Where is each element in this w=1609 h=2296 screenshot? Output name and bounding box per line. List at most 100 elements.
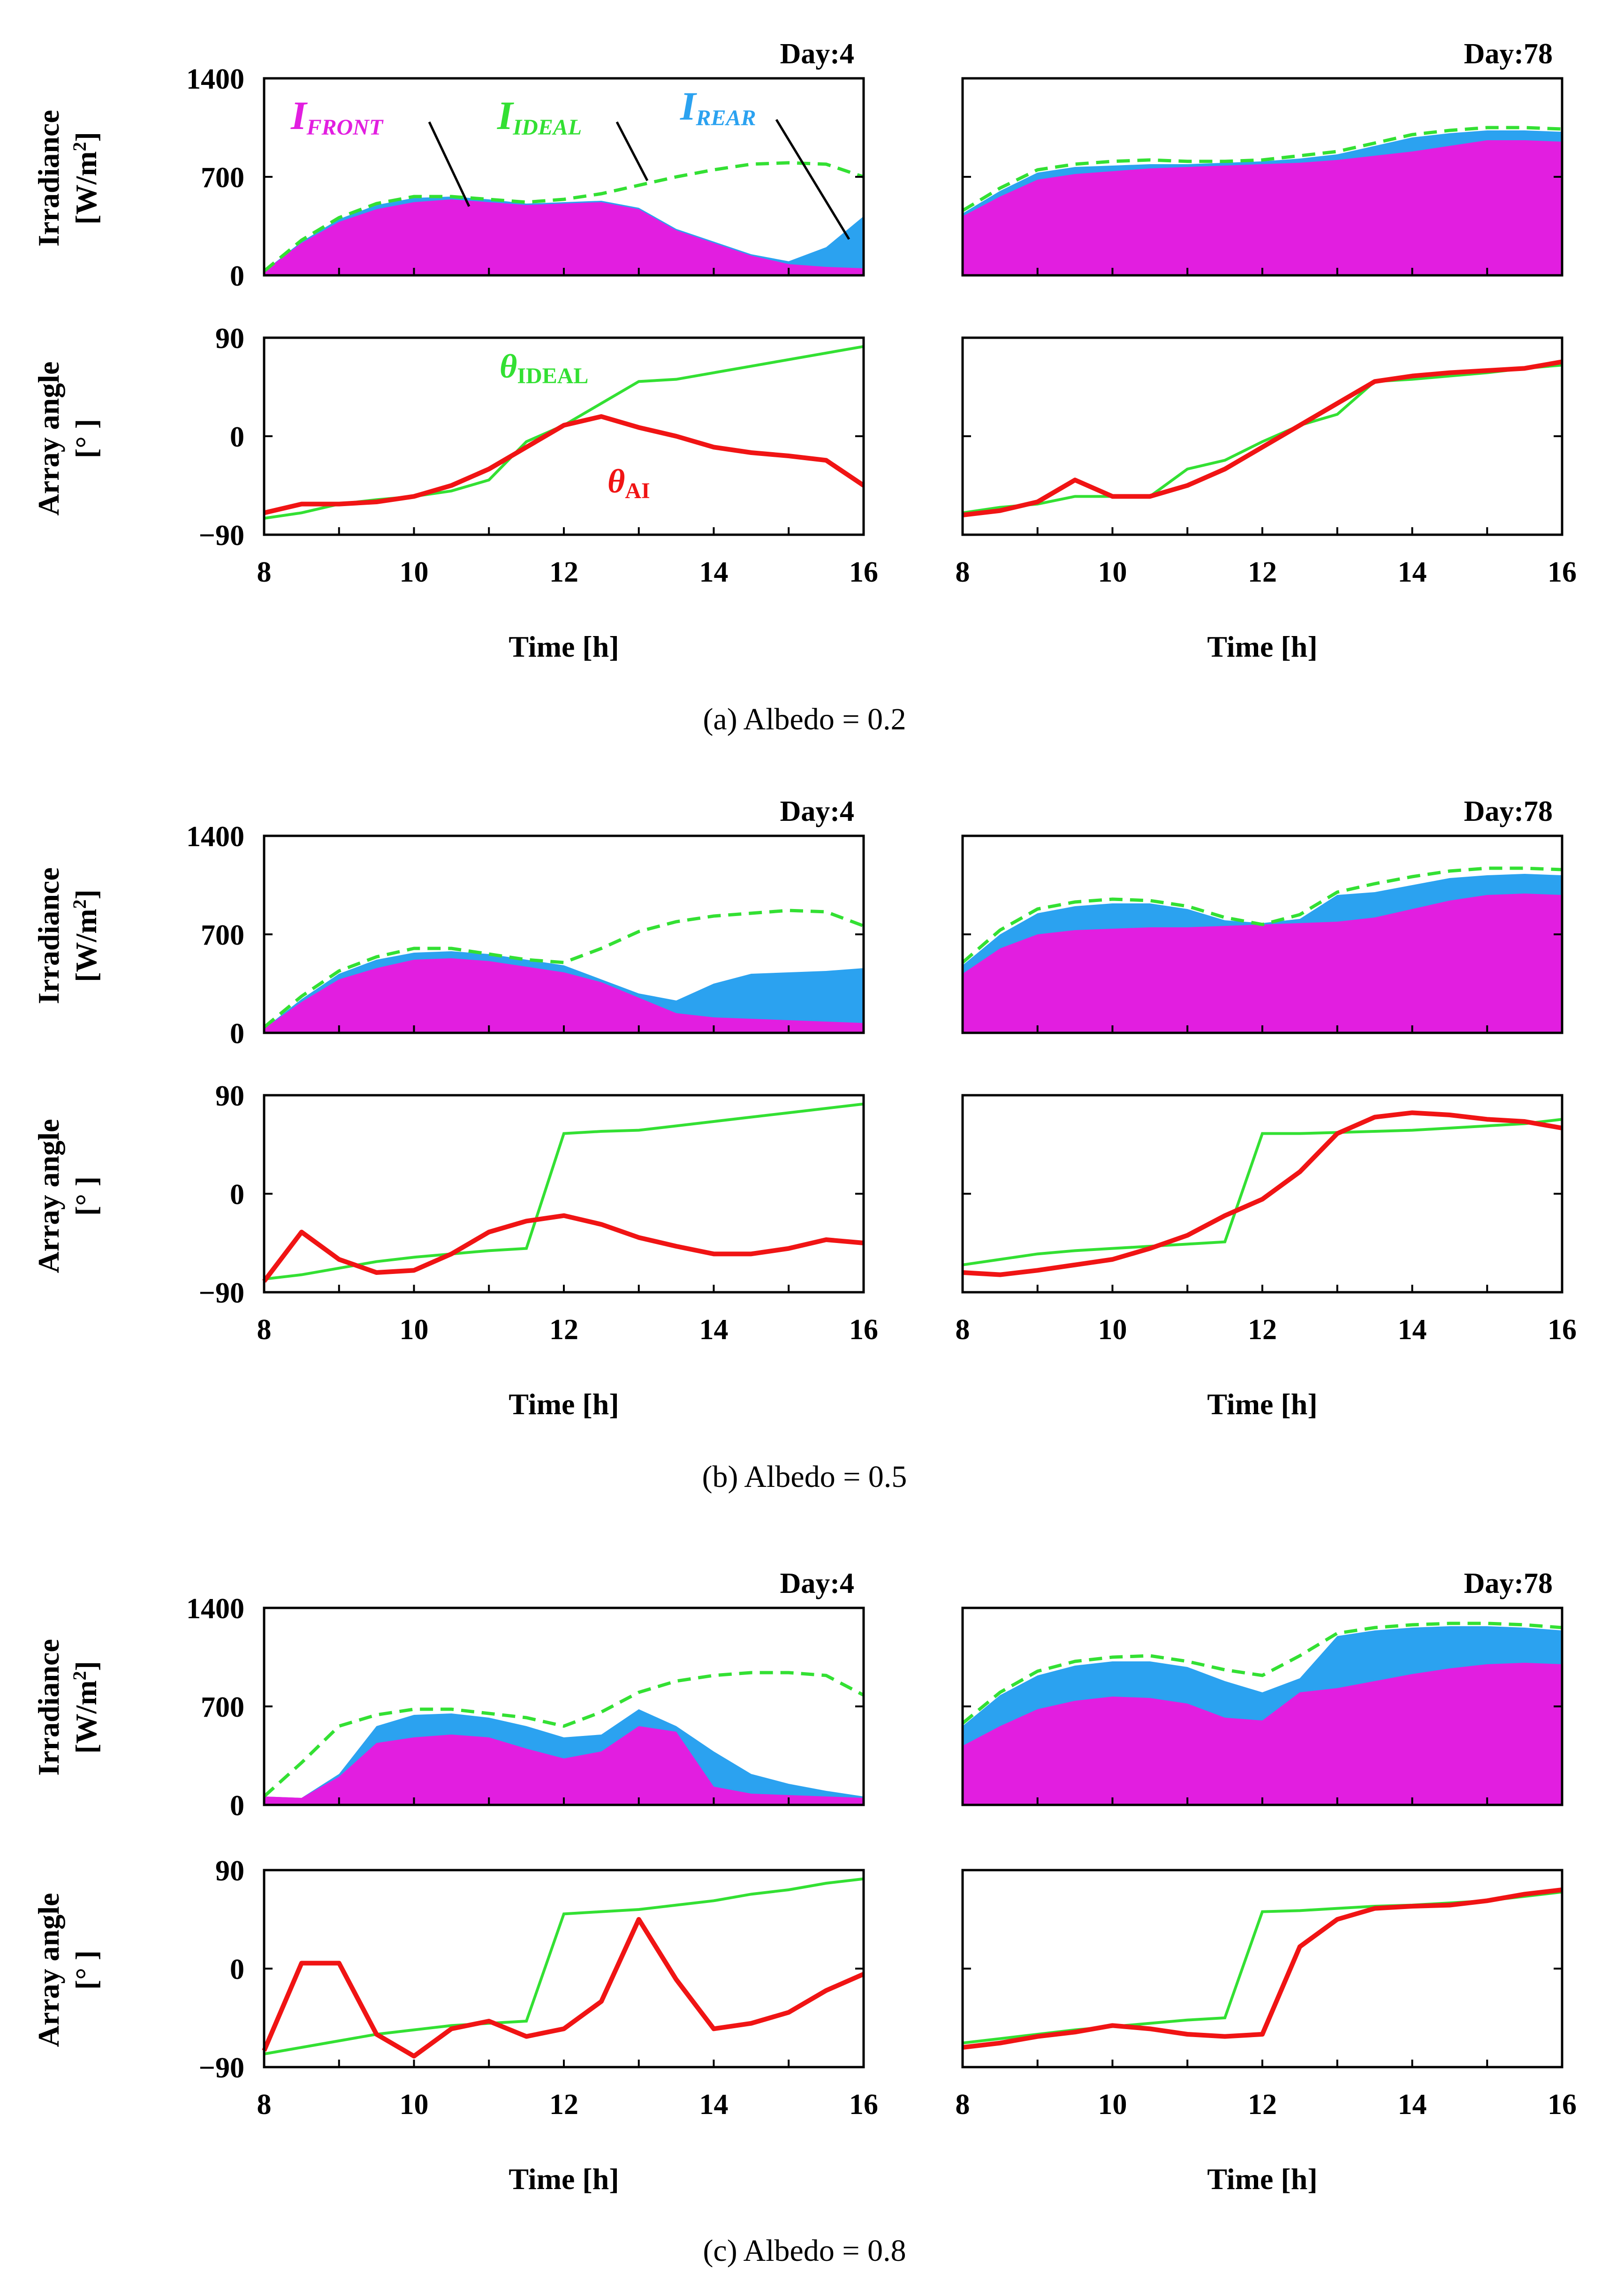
irradiance-ylabel-c-2: [W/m2] [69,1661,103,1754]
angle-ylabel-a-1: Array angle [32,362,65,516]
x-tick-label: 14 [699,2089,729,2121]
x-axis-label: Time [h] [1207,1387,1317,1421]
chart-b-day4-irradiance: Day:4 0 700 1400 [186,796,865,1050]
x-tick-label: 16 [849,2089,878,2121]
y-tick-label: −90 [199,520,244,552]
x-tick-label: 10 [400,556,429,588]
chart-title: Day:78 [1464,38,1553,70]
annotation-i-ideal: IIDEAL [497,93,582,140]
chart-a-day78-angle: 8 10 12 14 16 Time [h] [956,336,1577,663]
x-tick-label: 8 [257,1314,272,1346]
x-tick-label: 14 [1398,1314,1427,1346]
irradiance-ylabel-b-2: [W/m2] [69,889,103,982]
x-tick-label: 10 [400,1314,429,1346]
x-tick-label: 16 [1548,2089,1577,2121]
series-theta-ai-line [962,1887,1563,2050]
y-tick-label: 90 [215,323,244,355]
angle-ylabel-c-1: Array angle [32,1893,65,2047]
x-tick-label: 12 [549,1314,578,1346]
series-i-front-area [264,1726,864,1805]
chart-b-day78-irradiance: Day:78 [961,796,1563,1034]
series-theta-ideal-line [962,364,1563,515]
series-i-front-area [963,140,1562,275]
annotations: IFRONT IIDEAL IREAR θIDEAL θAI [290,83,850,503]
x-axis-label: Time [h] [1207,2162,1317,2196]
annotation-i-rear-leader [775,119,850,240]
y-tick-label: 1400 [186,63,244,95]
y-tick-label: 0 [230,260,244,292]
series-i-front-area [963,1663,1562,1805]
y-tick-label: 700 [201,1691,244,1723]
series-theta-ai-line [962,359,1563,517]
chart-c-day78-irradiance: Day:78 [961,1568,1563,1806]
series-theta-ai-line [262,1213,864,1283]
x-tick-label: 14 [699,556,729,588]
irradiance-ylabel-b-1: Irradiance [32,867,65,1004]
angle-ylabel-b-1: Array angle [32,1119,65,1273]
y-tick-label: 700 [201,919,244,951]
annotation-i-rear: IREAR [680,83,756,130]
series-i-ideal-line [263,161,865,273]
chart-title: Day:78 [1464,1568,1553,1599]
annotation-i-front-leader [428,121,471,207]
irradiance-ylabel-c-1: Irradiance [32,1639,65,1776]
x-tick-label: 16 [849,1314,878,1346]
series-theta-ideal-line [264,1102,864,1281]
chart-c-day78-angle: 8 10 12 14 16 Time [h] [956,1869,1577,2196]
x-tick-label: 8 [956,1314,970,1346]
x-tick-label: 10 [400,2089,429,2121]
x-tick-label: 10 [1098,556,1127,588]
x-tick-label: 14 [1398,556,1427,588]
caption-a: (a) Albedo = 0.2 [703,702,906,736]
x-tick-label: 12 [549,2089,578,2121]
x-tick-label: 8 [257,2089,272,2121]
irradiance-ylabel-a-2: [W/m2] [69,132,103,225]
series-theta-ideal-line [962,1890,1563,2045]
caption-c: (c) Albedo = 0.8 [703,2234,906,2268]
x-tick-label: 14 [699,1314,729,1346]
y-tick-label: 90 [215,1080,244,1112]
x-tick-label: 16 [1548,556,1577,588]
x-tick-label: 16 [1548,1314,1577,1346]
y-tick-label: −90 [199,2052,244,2084]
series-i-front-area [963,894,1562,1033]
series-i-ideal-line [961,1622,1563,1725]
x-axis-label: Time [h] [509,1387,619,1421]
caption-b: (b) Albedo = 0.5 [702,1460,907,1494]
chart-title: Day:78 [1464,796,1553,827]
x-axis-label: Time [h] [509,630,619,663]
series-theta-ai-line [262,1917,865,2059]
y-tick-label: 700 [201,162,244,194]
plot-frame [961,1869,1563,2069]
series-theta-ai-line [263,414,865,515]
plot-frame [961,336,1563,536]
chart-c-day4-angle: −90 0 90 8 10 12 14 16 Time [h] [199,1855,878,2196]
y-tick-label: −90 [199,1277,244,1309]
y-tick-label: 0 [230,421,244,453]
plot-frame [961,1094,1563,1294]
chart-a-day78-irradiance: Day:78 [961,38,1563,277]
chart-title: Day:4 [780,1568,854,1599]
chart-a-day4-angle: −90 0 90 8 10 12 14 16 Time [h] [199,323,878,663]
y-tick-label: 0 [230,1954,244,1985]
y-tick-label: 0 [230,1179,244,1211]
x-tick-label: 12 [1248,2089,1277,2121]
y-tick-label: 90 [215,1855,244,1887]
series-theta-ideal-line [962,1118,1563,1266]
angle-ylabel-c-2: [° ] [69,1950,103,1990]
series-theta-ai-line [962,1110,1563,1277]
y-axis-labels: Irradiance [W/m2] Array angle [° ] Irrad… [32,110,103,2047]
chart-title: Day:4 [780,796,854,827]
irradiance-ylabel-a-1: Irradiance [32,110,65,247]
chart-c-day4-irradiance: Day:4 0 700 1400 [186,1568,865,1822]
chart-b-day78-angle: 8 10 12 14 16 Time [h] [956,1094,1577,1421]
y-tick-label: 1400 [186,1593,244,1625]
annotation-theta-ideal: θIDEAL [500,348,588,388]
angle-ylabel-a-2: [° ] [69,419,103,458]
series-i-ideal-line [263,1671,865,1798]
x-tick-label: 16 [849,556,878,588]
y-tick-label: 0 [230,1018,244,1050]
x-tick-label: 14 [1398,2089,1427,2121]
